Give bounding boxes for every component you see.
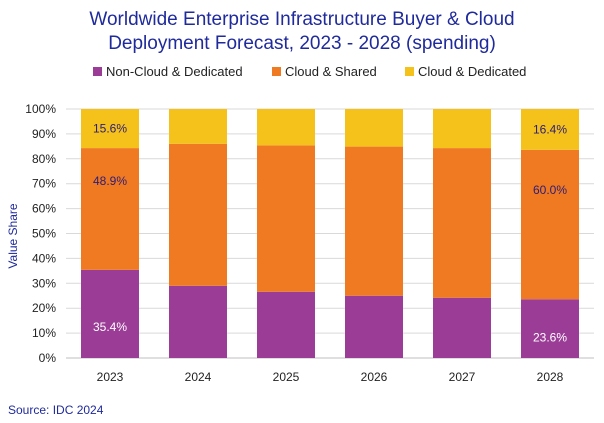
y-tick-label: 20% <box>32 301 56 315</box>
x-tick-label: 2028 <box>537 370 564 384</box>
bar-segment <box>81 148 139 270</box>
x-tick-label: 2026 <box>361 370 388 384</box>
y-tick-label: 30% <box>32 276 56 290</box>
bar-segment <box>257 109 315 146</box>
data-label: 16.4% <box>533 122 567 136</box>
chart-title: Worldwide Enterprise Infrastructure Buye… <box>89 9 514 54</box>
chart-title-line-2: Deployment Forecast, 2023 - 2028 (spendi… <box>108 33 496 54</box>
x-tick-label: 2023 <box>97 370 124 384</box>
legend-swatch <box>93 67 102 76</box>
bar-segment <box>345 109 403 147</box>
legend-swatch <box>405 67 414 76</box>
data-labels: 35.4% 48.9% 15.6% 23.6% 60.0% 16.4% <box>93 122 567 345</box>
bar-segment <box>433 297 491 358</box>
data-label: 48.9% <box>93 174 127 188</box>
y-tick-label: 50% <box>32 227 56 241</box>
x-axis-ticks: 2023 2024 2025 2026 2027 2028 <box>97 370 564 384</box>
y-tick-label: 0% <box>39 351 57 365</box>
bar-segment <box>169 109 227 144</box>
gridlines <box>66 108 594 359</box>
bar-segment <box>81 109 139 149</box>
y-tick-label: 70% <box>32 177 56 191</box>
x-tick-label: 2024 <box>185 370 212 384</box>
bar-segment <box>521 149 579 300</box>
data-label: 15.6% <box>93 122 127 136</box>
legend-label: Cloud & Shared <box>285 64 377 79</box>
legend: Non-Cloud & Dedicated Cloud & Shared Cloud… <box>93 64 526 79</box>
y-tick-label: 80% <box>32 152 56 166</box>
y-tick-label: 100% <box>25 102 56 116</box>
legend-swatch <box>272 67 281 76</box>
y-axis-ticks: 0% 10% 20% 30% 40% 50% 60% 70% 80% 90% 100% <box>25 102 56 365</box>
bar-segment <box>521 299 579 358</box>
bar-segment <box>81 269 139 358</box>
y-axis-label: Value Share <box>6 203 20 268</box>
y-tick-label: 40% <box>32 251 56 265</box>
legend-label: Cloud & Dedicated <box>418 64 526 79</box>
y-tick-label: 60% <box>32 202 56 216</box>
bar-segment <box>521 109 579 150</box>
bar-segment <box>169 143 227 286</box>
legend-label: Non-Cloud & Dedicated <box>106 64 243 79</box>
y-tick-label: 10% <box>32 326 56 340</box>
data-label: 23.6% <box>533 330 567 344</box>
y-tick-label: 90% <box>32 127 56 141</box>
bar-segment <box>257 291 315 358</box>
data-label: 35.4% <box>93 320 127 334</box>
bar-segment <box>433 148 491 298</box>
x-tick-label: 2025 <box>273 370 300 384</box>
data-label: 60.0% <box>533 183 567 197</box>
x-tick-label: 2027 <box>449 370 476 384</box>
bar-segment <box>345 146 403 296</box>
source-note: Source: IDC 2024 <box>8 403 104 417</box>
bar-segment <box>345 295 403 358</box>
chart-title-line-1: Worldwide Enterprise Infrastructure Buye… <box>89 9 514 30</box>
bar-segment <box>433 109 491 149</box>
bars <box>81 109 579 358</box>
bar-segment <box>169 285 227 358</box>
bar-segment <box>257 145 315 292</box>
